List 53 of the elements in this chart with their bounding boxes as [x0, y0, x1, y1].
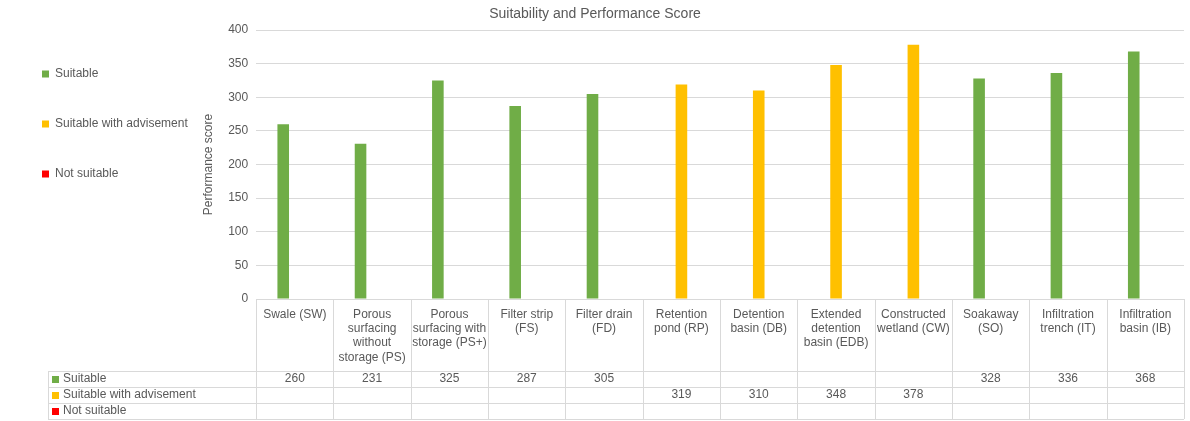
y-tick-label: 250 [228, 123, 249, 138]
legend-label: Suitable [55, 66, 99, 81]
x-tick-label: Detention basin (DB) [730, 306, 788, 335]
chart-title: Suitability and Performance Score [489, 4, 702, 21]
x-tick-label: Filter drain (FD) [575, 306, 633, 335]
data-label: 325 [439, 371, 460, 386]
bar [586, 93, 599, 299]
legend-label: Not suitable [55, 166, 119, 181]
x-tick-label: Swale (SW) [263, 306, 327, 321]
y-tick-label: 400 [228, 22, 249, 37]
text: Not suitable [63, 403, 127, 418]
bar [354, 143, 367, 299]
x-tick-label: Porous surfacing with storage (PS+) [412, 306, 487, 350]
bar [277, 124, 290, 299]
data-label: 348 [826, 387, 847, 402]
bar [830, 64, 842, 299]
data-label: 260 [284, 371, 306, 386]
data-label: 310 [748, 387, 770, 402]
bar [907, 44, 920, 299]
data-label: 328 [980, 371, 1002, 386]
data-label: 368 [1135, 371, 1156, 386]
y-tick-label: 150 [228, 190, 249, 205]
x-tick-label: Infiltration trench (IT) [1040, 306, 1096, 335]
x-tick-label: Constructed wetland (CW) [876, 306, 950, 335]
y-tick-label: 200 [228, 156, 249, 171]
y-axis-title: Performance score [201, 113, 216, 216]
y-tick-label: 50 [234, 257, 249, 272]
data-label: 305 [594, 371, 615, 386]
x-tick-label: Filter strip (FS) [500, 306, 554, 335]
bar [1127, 51, 1140, 299]
x-tick-label: Infiltration basin (IB) [1119, 306, 1172, 335]
data-label: 336 [1058, 371, 1079, 386]
x-tick-label: Soakaway (SO) [963, 306, 1019, 335]
bar [509, 105, 521, 299]
y-tick-label: 100 [228, 224, 249, 239]
y-tick-label: 350 [228, 55, 249, 70]
bar [752, 90, 765, 299]
bar [675, 84, 688, 299]
y-tick-label: 0 [241, 291, 249, 306]
bar [1050, 73, 1063, 299]
x-tick-label: Retention pond (RP) [654, 306, 709, 335]
data-label: 287 [516, 371, 538, 386]
text: Suitable with advisement [63, 387, 196, 402]
text: Suitable [63, 371, 107, 386]
data-label: 378 [903, 387, 924, 402]
bar [973, 78, 985, 299]
bar [432, 80, 444, 299]
x-tick-label: Extended detention basin (EDB) [803, 306, 869, 350]
data-label: 319 [671, 387, 692, 402]
x-tick-label: Porous surfacing without storage (PS) [338, 306, 406, 364]
y-tick-label: 300 [228, 89, 249, 104]
data-label: 231 [362, 371, 383, 386]
legend-label: Suitable with advisement [55, 116, 189, 131]
